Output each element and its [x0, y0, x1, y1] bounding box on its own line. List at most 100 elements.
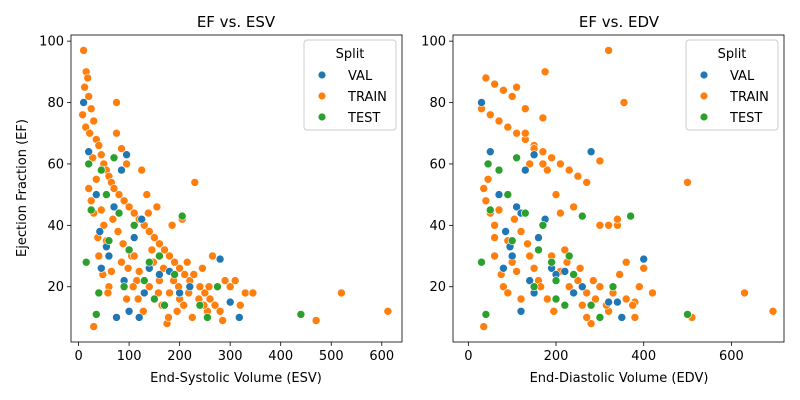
point-train	[573, 276, 583, 285]
chart-edv: EF vs. EDV 0 200 400 600 20 40 60 80 100 End-Dia…	[421, 13, 785, 386]
point-val	[604, 297, 613, 307]
point-train	[133, 294, 143, 304]
point-test	[547, 257, 556, 267]
point-val	[516, 306, 526, 316]
point-train	[582, 313, 592, 322]
point-train	[190, 178, 200, 187]
point-train	[129, 251, 139, 261]
y-tick-label-esv: 80	[47, 96, 64, 111]
point-val	[485, 147, 495, 156]
point-train	[204, 282, 214, 292]
x-tick-label-edv: 0	[464, 349, 472, 364]
point-train	[591, 294, 600, 304]
legend-marker-val-edv	[699, 70, 709, 80]
point-train	[108, 214, 118, 224]
legend-marker-train-edv	[699, 91, 709, 101]
legend-esv: Split VAL TRAIN TEST	[303, 39, 397, 131]
point-train	[152, 202, 162, 212]
point-train	[103, 288, 113, 298]
point-test	[577, 211, 587, 221]
point-train	[134, 267, 144, 276]
y-tick-label-esv: 60	[47, 157, 64, 172]
point-train	[564, 282, 574, 292]
point-train	[490, 233, 499, 242]
point-train	[114, 190, 124, 199]
y-tick-label-edv: 40	[429, 219, 446, 234]
point-test	[564, 251, 574, 261]
point-train	[481, 196, 491, 206]
point-train	[634, 282, 644, 292]
point-train	[180, 270, 189, 279]
point-test	[481, 310, 491, 319]
point-train	[118, 239, 128, 249]
point-train	[172, 306, 182, 316]
point-train	[215, 306, 225, 316]
point-test	[86, 205, 96, 215]
point-train	[337, 288, 346, 298]
y-axis-label-esv: Ejection Fraction (EF)	[15, 119, 30, 257]
point-train	[189, 270, 199, 279]
point-val	[185, 282, 195, 292]
point-train	[210, 300, 220, 310]
point-test	[81, 257, 91, 267]
point-train	[92, 175, 101, 184]
legend-label-train-esv: TRAIN	[347, 90, 387, 105]
point-train	[188, 313, 197, 322]
point-val	[494, 190, 504, 199]
point-train	[503, 122, 513, 132]
point-train	[109, 184, 119, 193]
point-val	[501, 227, 510, 236]
point-train	[604, 221, 613, 230]
point-train	[122, 294, 131, 304]
point-train	[588, 276, 598, 285]
plot-area-esv	[70, 34, 403, 343]
point-test	[109, 153, 119, 163]
point-train	[595, 221, 605, 230]
point-test	[494, 165, 504, 175]
point-train	[490, 79, 499, 89]
point-train	[542, 165, 552, 175]
point-train	[604, 46, 613, 55]
point-train	[94, 251, 104, 261]
point-train	[551, 190, 561, 199]
point-train	[520, 104, 530, 113]
point-train	[499, 86, 508, 95]
x-tick-label-edv: 600	[719, 349, 744, 364]
points-esv	[78, 46, 393, 331]
point-train	[200, 288, 210, 298]
plot-area-edv	[452, 34, 785, 343]
point-train	[768, 306, 778, 316]
point-val	[225, 297, 235, 307]
point-test	[507, 236, 517, 245]
point-val	[577, 282, 587, 292]
point-train	[89, 116, 98, 126]
point-val	[520, 165, 530, 175]
point-val	[569, 288, 578, 298]
y-tick-label-esv: 100	[39, 35, 64, 50]
point-train	[97, 150, 106, 159]
point-train	[512, 82, 521, 92]
point-train	[479, 184, 489, 193]
point-test	[529, 282, 539, 292]
point-train	[137, 165, 146, 175]
point-train	[128, 282, 138, 292]
point-train	[525, 159, 535, 169]
point-test	[538, 221, 548, 230]
point-test	[97, 165, 106, 175]
point-test	[145, 257, 154, 267]
x-tick-label-esv: 600	[369, 349, 394, 364]
point-train	[97, 205, 106, 215]
point-train	[78, 110, 87, 120]
point-train	[236, 300, 245, 310]
point-val	[137, 214, 146, 224]
legend-label-test-edv: TEST	[729, 111, 762, 126]
point-val	[109, 202, 119, 212]
point-test	[124, 245, 134, 255]
point-train	[208, 251, 217, 261]
point-train	[516, 227, 526, 236]
point-train	[205, 294, 215, 304]
point-train	[529, 263, 539, 273]
point-test	[551, 276, 561, 285]
point-train	[94, 141, 104, 150]
